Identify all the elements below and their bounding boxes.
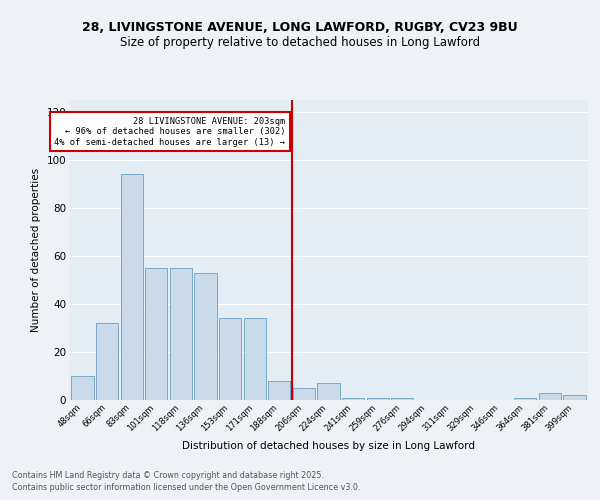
- Text: Contains HM Land Registry data © Crown copyright and database right 2025.: Contains HM Land Registry data © Crown c…: [12, 472, 324, 480]
- Bar: [121, 174, 143, 400]
- Bar: [293, 388, 315, 400]
- X-axis label: Distribution of detached houses by size in Long Lawford: Distribution of detached houses by size …: [182, 442, 475, 452]
- Bar: [219, 318, 241, 400]
- Bar: [342, 398, 364, 400]
- Bar: [391, 398, 413, 400]
- Text: Size of property relative to detached houses in Long Lawford: Size of property relative to detached ho…: [120, 36, 480, 49]
- Bar: [367, 398, 389, 400]
- Bar: [317, 383, 340, 400]
- Y-axis label: Number of detached properties: Number of detached properties: [31, 168, 41, 332]
- Bar: [145, 268, 167, 400]
- Bar: [194, 273, 217, 400]
- Text: 28, LIVINGSTONE AVENUE, LONG LAWFORD, RUGBY, CV23 9BU: 28, LIVINGSTONE AVENUE, LONG LAWFORD, RU…: [82, 21, 518, 34]
- Bar: [563, 395, 586, 400]
- Bar: [514, 398, 536, 400]
- Bar: [268, 381, 290, 400]
- Text: 28 LIVINGSTONE AVENUE: 203sqm
← 96% of detached houses are smaller (302)
4% of s: 28 LIVINGSTONE AVENUE: 203sqm ← 96% of d…: [55, 117, 286, 146]
- Bar: [170, 268, 192, 400]
- Bar: [244, 318, 266, 400]
- Bar: [71, 376, 94, 400]
- Bar: [96, 323, 118, 400]
- Text: Contains public sector information licensed under the Open Government Licence v3: Contains public sector information licen…: [12, 483, 361, 492]
- Bar: [539, 393, 561, 400]
